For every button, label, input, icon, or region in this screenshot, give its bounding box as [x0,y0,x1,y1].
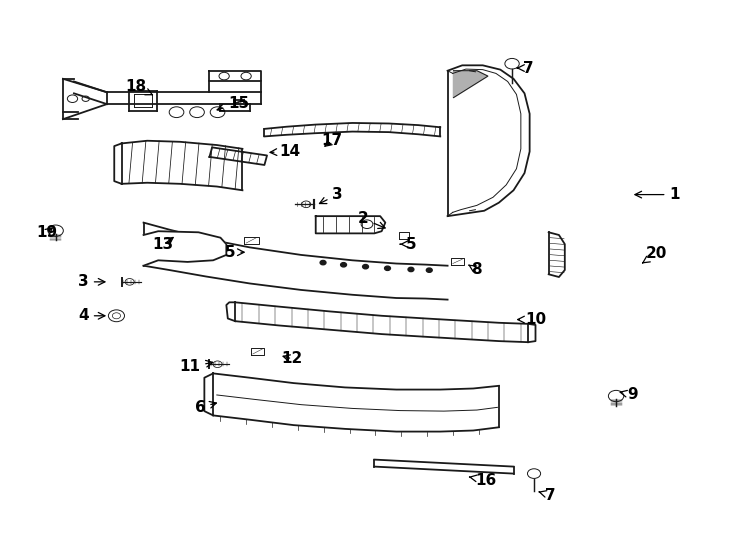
Text: 20: 20 [642,246,667,263]
Text: 7: 7 [517,60,534,76]
Text: 19: 19 [36,225,57,240]
Text: 8: 8 [469,262,482,278]
Text: 12: 12 [282,352,303,366]
Polygon shape [144,231,226,266]
Polygon shape [454,71,488,98]
Text: 13: 13 [153,237,174,252]
Text: 16: 16 [470,472,496,488]
Text: 17: 17 [321,133,342,148]
Circle shape [408,267,414,272]
Text: 6: 6 [195,400,217,415]
Circle shape [320,260,326,265]
Text: 7: 7 [539,488,556,503]
Text: 5: 5 [400,237,416,252]
Text: 15: 15 [217,96,250,111]
Text: 10: 10 [517,312,546,327]
Circle shape [426,268,432,272]
Text: 1: 1 [635,187,680,202]
Text: 14: 14 [270,144,301,159]
Text: 4: 4 [78,308,105,323]
Text: 3: 3 [78,274,105,289]
Circle shape [341,262,346,267]
Text: 3: 3 [319,187,343,204]
Text: 5: 5 [225,245,244,260]
Text: 11: 11 [179,360,213,374]
Circle shape [363,265,368,269]
Circle shape [385,266,390,271]
Text: 9: 9 [620,388,638,402]
Text: 18: 18 [126,79,153,95]
Text: 2: 2 [358,211,385,228]
